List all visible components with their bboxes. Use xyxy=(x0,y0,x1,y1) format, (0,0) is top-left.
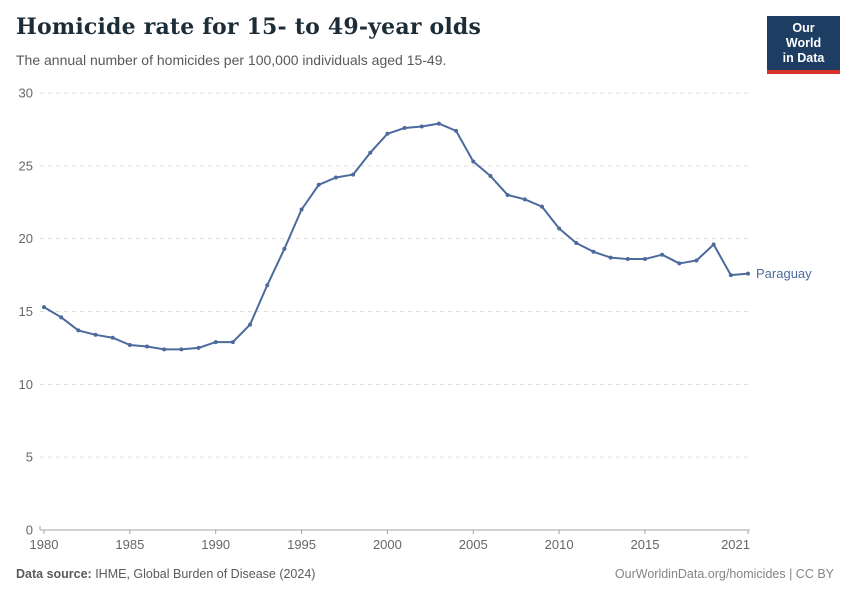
data-point xyxy=(711,242,716,247)
data-point xyxy=(608,255,613,260)
x-tick-label: 2000 xyxy=(373,537,402,552)
data-point xyxy=(591,249,596,254)
data-point xyxy=(127,343,132,348)
owid-logo-line1: Our World xyxy=(785,21,822,50)
data-point xyxy=(660,252,665,257)
data-point xyxy=(351,172,356,177)
y-tick-label: 0 xyxy=(26,523,33,538)
data-point xyxy=(230,340,235,345)
series-label: Paraguay xyxy=(756,266,812,281)
y-tick-label: 15 xyxy=(19,304,33,319)
data-point xyxy=(694,258,699,263)
y-tick-label: 20 xyxy=(19,231,33,246)
data-point xyxy=(539,204,544,209)
data-point xyxy=(265,283,270,288)
chart-footer: Data source: IHME, Global Burden of Dise… xyxy=(16,567,834,581)
data-point xyxy=(419,124,424,129)
data-point xyxy=(196,345,201,350)
page-title: Homicide rate for 15- to 49-year olds xyxy=(16,14,482,40)
series-line xyxy=(43,122,749,351)
x-tick-label: 1985 xyxy=(115,537,144,552)
credit-line: OurWorldinData.org/homicides | CC BY xyxy=(614,567,834,581)
data-source-label: Data source: xyxy=(16,567,92,581)
owid-logo-line2: in Data xyxy=(782,51,825,65)
data-point xyxy=(557,226,562,231)
data-point xyxy=(436,121,441,126)
owid-logo[interactable]: Our World in Data xyxy=(767,16,840,74)
data-point xyxy=(145,344,150,349)
data-point xyxy=(385,131,390,136)
data-point xyxy=(316,182,321,187)
data-point xyxy=(110,335,115,340)
data-point xyxy=(505,192,510,197)
data-point xyxy=(728,273,733,278)
data-point xyxy=(213,340,218,345)
data-point xyxy=(282,246,287,251)
data-point xyxy=(522,197,527,202)
x-tick-label: 2010 xyxy=(545,537,574,552)
data-point xyxy=(299,207,304,212)
y-tick-label: 5 xyxy=(26,450,33,465)
data-point xyxy=(248,322,253,327)
x-tick-label: 2015 xyxy=(631,537,660,552)
data-point xyxy=(471,159,476,164)
data-source-text: IHME, Global Burden of Disease (2024) xyxy=(91,567,316,581)
data-source: Data source: IHME, Global Burden of Dise… xyxy=(16,567,315,581)
data-point xyxy=(162,347,167,352)
y-tick-label: 25 xyxy=(19,158,33,173)
x-tick-label: 1995 xyxy=(287,537,316,552)
data-point xyxy=(59,315,64,320)
data-point xyxy=(179,347,184,352)
data-point xyxy=(746,271,750,276)
data-point xyxy=(42,305,46,310)
x-tick-label: 2005 xyxy=(459,537,488,552)
x-tick-label: 1980 xyxy=(30,537,59,552)
data-point xyxy=(488,174,493,179)
data-point xyxy=(76,328,81,333)
y-tick-label: 30 xyxy=(19,86,33,101)
data-point xyxy=(93,332,98,337)
x-tick-label: 2021 xyxy=(721,537,750,552)
data-point xyxy=(677,261,682,266)
data-point xyxy=(402,125,407,130)
data-point xyxy=(368,150,373,155)
data-point xyxy=(333,175,338,180)
y-tick-label: 10 xyxy=(19,377,33,392)
data-point xyxy=(574,241,579,246)
chart-subtitle: The annual number of homicides per 100,0… xyxy=(16,52,447,68)
x-tick-label: 1990 xyxy=(201,537,230,552)
data-point xyxy=(642,257,647,262)
data-point xyxy=(454,128,459,133)
data-point xyxy=(625,257,630,262)
